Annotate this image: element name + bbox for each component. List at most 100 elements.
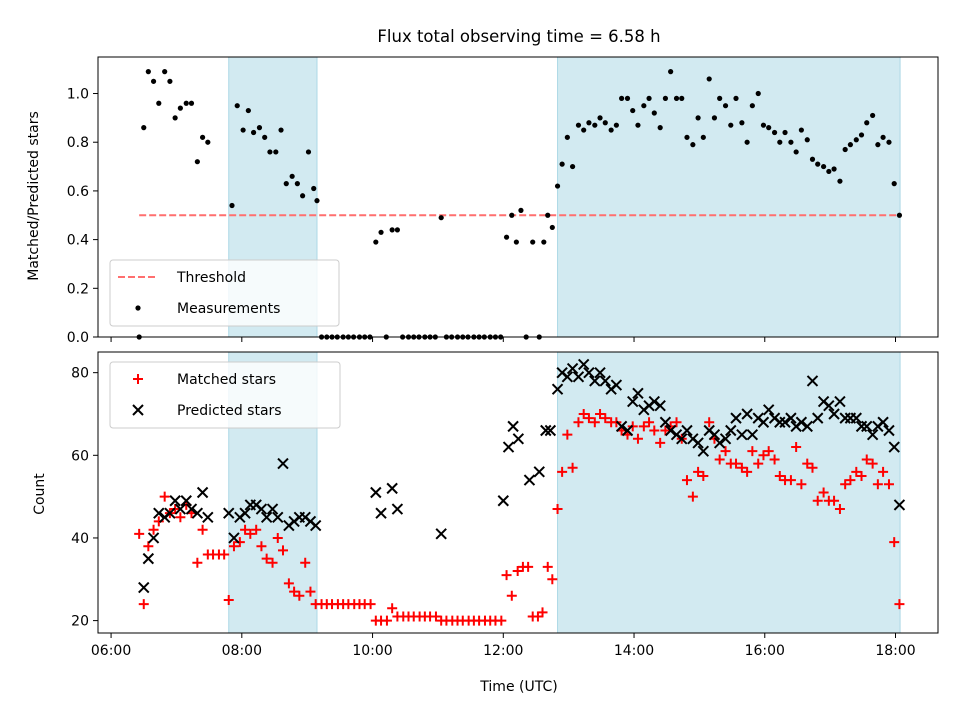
predicted-star-point [191, 507, 204, 519]
predicted-star-point [202, 511, 214, 524]
x-tick-label: 14:00 [614, 643, 654, 659]
predicted-star-point [746, 428, 759, 441]
matched-star-point [600, 413, 611, 424]
predicted-star-point [893, 499, 906, 511]
predicted-star-point [272, 511, 284, 524]
measurement-point [891, 181, 897, 187]
matched-star-point [537, 607, 548, 618]
predicted-star-point [544, 424, 557, 437]
predicted-star-point [169, 495, 181, 507]
predicted-star-point [839, 412, 851, 424]
predicted-star-point [533, 466, 545, 478]
predicted-star-point [730, 412, 742, 424]
count-y-axis-label: Count [32, 473, 48, 515]
measurement-point [278, 127, 284, 133]
matched-star-point [758, 450, 769, 461]
measurement-point [394, 227, 400, 233]
measurement-point [673, 95, 680, 101]
matched-star-point [148, 524, 159, 535]
measurement-point [864, 120, 870, 126]
measurement-point [145, 69, 151, 75]
matched-star-point [747, 446, 758, 457]
axes-frame [97, 56, 939, 338]
measurement-point [156, 100, 162, 106]
matched-star-point [807, 462, 818, 473]
matched-star-point [889, 537, 900, 548]
matched-star-point [512, 566, 523, 577]
measurement-point [581, 127, 587, 133]
measurement-point [733, 95, 739, 101]
measurement-point [826, 168, 832, 175]
measurement-point [777, 139, 783, 145]
matched-star-point [644, 417, 655, 428]
matched-star-point [660, 425, 671, 436]
predicted-star-point [375, 507, 387, 519]
measurement-point [896, 212, 903, 218]
predicted-star-point [566, 362, 579, 375]
y-tick-label: 0.8 [67, 135, 89, 151]
matched-star-point [228, 541, 239, 552]
measurement-point [619, 95, 625, 101]
y-tick-label: 80 [71, 366, 89, 382]
matched-star-point [277, 545, 288, 556]
shaded-interval [557, 351, 901, 634]
matched-star-point [256, 541, 267, 552]
predicted-star-point [507, 420, 519, 433]
predicted-star-point [795, 416, 808, 428]
measurement-point [793, 149, 799, 155]
measurement-point [167, 78, 173, 84]
x-axis-label: Time (UTC) [479, 679, 557, 695]
matched-star-point [878, 466, 889, 477]
measurement-point [373, 239, 379, 245]
measurement-point [646, 95, 652, 101]
matched-star-point [704, 417, 715, 428]
matched-star-point [567, 462, 578, 473]
measurement-point [530, 239, 536, 245]
measurement-point [554, 183, 561, 189]
matched-star-point [894, 599, 905, 610]
matched-star-point [638, 421, 649, 432]
predicted-star-point [594, 366, 606, 379]
predicted-star-point [725, 424, 737, 437]
predicted-star-point [223, 507, 235, 519]
matched-star-point [883, 479, 894, 490]
matched-star-point [791, 442, 802, 453]
measurement-point [668, 69, 674, 75]
predicted-star-point [855, 420, 868, 433]
measurement-point [886, 139, 892, 145]
measurement-point [700, 134, 706, 140]
matched-star-point [557, 466, 568, 477]
measurement-point [188, 100, 195, 106]
predicted-star-point [621, 424, 634, 437]
legend-matched-swatch [133, 374, 143, 384]
predicted-star-point [676, 433, 688, 445]
matched-star-point [197, 524, 208, 535]
x-tick-label: 08:00 [222, 643, 262, 659]
measurement-point [559, 161, 565, 167]
measurement-point [229, 202, 235, 209]
matched-star-point [851, 466, 862, 477]
predicted-star-point [370, 486, 382, 499]
matched-star-point [681, 475, 692, 486]
x-tick-label: 06:00 [91, 643, 131, 659]
matched-star-point [774, 470, 785, 481]
matched-star-point [753, 458, 764, 469]
measurement-point [804, 137, 810, 143]
matched-star-point [818, 487, 829, 498]
matched-star-point [300, 557, 311, 568]
matched-star-point [845, 475, 856, 486]
predicted-star-point [719, 433, 732, 445]
matched-star-point [872, 479, 883, 490]
predicted-star-point [774, 416, 786, 428]
matched-star-point [267, 557, 278, 568]
x-tick-label: 16:00 [745, 643, 785, 659]
matched-star-point [283, 578, 294, 589]
predicted-star-point [540, 424, 552, 437]
predicted-star-point [883, 424, 895, 437]
measurement-point [569, 163, 576, 170]
measurement-point [256, 125, 263, 131]
measurement-point [755, 90, 761, 97]
measurement-point [267, 149, 273, 155]
predicted-star-point [164, 507, 176, 519]
matched-star-point [562, 429, 573, 440]
